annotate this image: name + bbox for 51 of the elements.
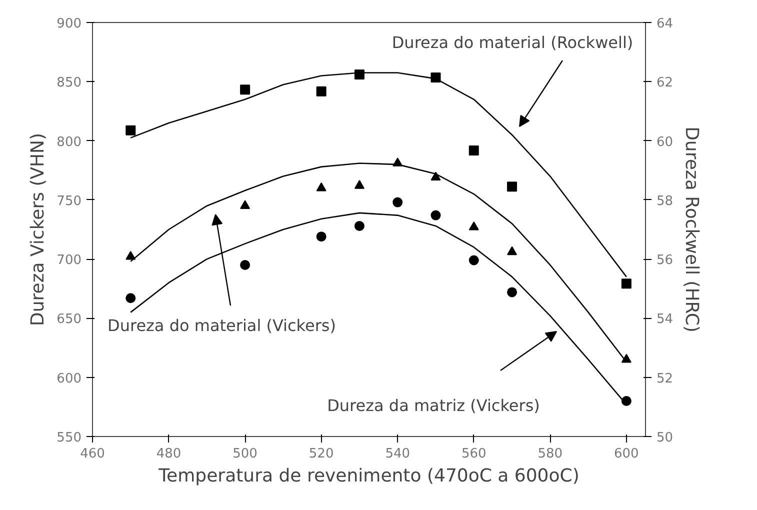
x-tick-label: 600 — [614, 446, 639, 462]
x-tick-label: 580 — [538, 446, 563, 462]
point — [240, 84, 250, 95]
y2-tick-label: 60 — [656, 134, 674, 150]
annotation: Dureza do material (Rockwell) — [392, 33, 634, 52]
point — [468, 146, 479, 156]
y2-tick-label: 58 — [656, 194, 674, 209]
y-tick-label: 800 — [56, 134, 82, 150]
point — [354, 220, 364, 231]
y2-axis-title: Dureza Rockwell (HRC) — [681, 126, 702, 332]
point — [126, 125, 136, 136]
point — [430, 172, 441, 181]
point — [507, 182, 518, 192]
point — [468, 221, 479, 230]
annotation: Dureza da matriz (Vickers) — [327, 396, 540, 415]
x-tick-label: 560 — [461, 446, 486, 462]
point — [126, 293, 136, 304]
y2-tick-label: 56 — [656, 253, 674, 268]
point — [316, 232, 326, 242]
y2-tick-label: 64 — [656, 16, 674, 32]
x-axis-title: Temperatura de revenimento (470oC a 600oC) — [158, 466, 580, 486]
x-tick-label: 520 — [308, 446, 334, 462]
y2-tick-label: 62 — [656, 76, 674, 91]
y2-tick-label: 54 — [656, 312, 674, 328]
point — [126, 251, 136, 260]
y-tick-label: 900 — [56, 16, 82, 32]
y-tick-label: 650 — [56, 312, 82, 328]
point — [354, 180, 364, 189]
x-tick-label: 500 — [232, 446, 258, 462]
y2-tick-label: 52 — [656, 371, 674, 386]
point — [430, 210, 441, 220]
point — [316, 182, 326, 192]
y-tick-label: 700 — [56, 253, 82, 268]
point — [507, 287, 518, 298]
point — [468, 255, 479, 266]
y2-tick-label: 50 — [656, 430, 674, 446]
annotation: Dureza do material (Vickers) — [108, 316, 336, 335]
point — [240, 260, 250, 270]
point — [621, 278, 632, 289]
y-tick-label: 600 — [56, 371, 82, 386]
point — [507, 246, 518, 256]
x-tick-label: 540 — [385, 446, 410, 462]
y-tick-label: 550 — [56, 430, 82, 446]
y-axis-title: Dureza Vickers (VHN) — [28, 132, 49, 326]
point — [392, 197, 403, 208]
point — [240, 200, 250, 209]
point — [316, 86, 326, 96]
y-tick-label: 750 — [56, 194, 82, 209]
x-tick-label: 460 — [80, 446, 105, 462]
x-tick-label: 480 — [156, 446, 182, 462]
y-tick-label: 850 — [56, 76, 82, 91]
